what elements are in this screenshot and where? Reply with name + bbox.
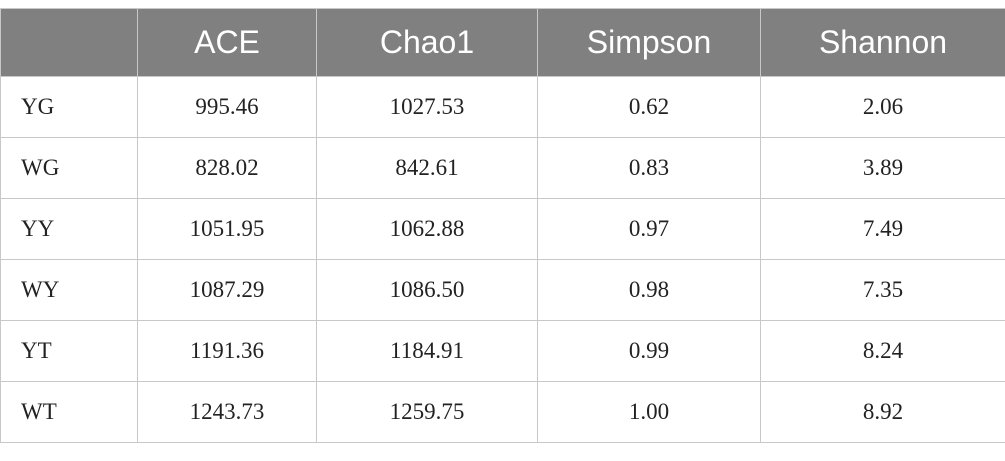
- table-row: YG 995.46 1027.53 0.62 2.06: [0, 76, 1005, 138]
- cell: 0.83: [537, 137, 761, 199]
- cell: 842.61: [316, 137, 538, 199]
- cell: 1191.36: [137, 320, 317, 382]
- cell: 0.62: [537, 76, 761, 138]
- cell: 1087.29: [137, 259, 317, 321]
- table-body: YG 995.46 1027.53 0.62 2.06 WG 828.02 842.61 0.8…: [0, 76, 1005, 443]
- row-label: WY: [0, 259, 138, 321]
- column-header: ACE: [137, 8, 317, 77]
- cell: 995.46: [137, 76, 317, 138]
- row-label: YY: [0, 198, 138, 260]
- header-row: ACE Chao1 Simpson Shannon: [0, 8, 1005, 77]
- cell: 1062.88: [316, 198, 538, 260]
- cell: 8.92: [760, 381, 1005, 443]
- row-label: YG: [0, 76, 138, 138]
- cell: 1243.73: [137, 381, 317, 443]
- cell: 1051.95: [137, 198, 317, 260]
- table-row: YT 1191.36 1184.91 0.99 8.24: [0, 320, 1005, 382]
- cell: 0.98: [537, 259, 761, 321]
- cell: 1184.91: [316, 320, 538, 382]
- cell: 1.00: [537, 381, 761, 443]
- table-row: YY 1051.95 1062.88 0.97 7.49: [0, 198, 1005, 260]
- cell: 1259.75: [316, 381, 538, 443]
- table-row: WY 1087.29 1086.50 0.98 7.35: [0, 259, 1005, 321]
- table-row: WG 828.02 842.61 0.83 3.89: [0, 137, 1005, 199]
- cell: 2.06: [760, 76, 1005, 138]
- cell: 1086.50: [316, 259, 538, 321]
- column-header: Shannon: [760, 8, 1005, 77]
- row-label: WG: [0, 137, 138, 199]
- corner-cell: [0, 8, 138, 77]
- table-head: ACE Chao1 Simpson Shannon: [0, 8, 1005, 77]
- cell: 8.24: [760, 320, 1005, 382]
- cell: 3.89: [760, 137, 1005, 199]
- row-label: YT: [0, 320, 138, 382]
- cell: 7.35: [760, 259, 1005, 321]
- data-table: ACE Chao1 Simpson Shannon YG 995.46 1027.53 0.…: [0, 8, 1005, 443]
- column-header: Simpson: [537, 8, 761, 77]
- table-row: WT 1243.73 1259.75 1.00 8.92: [0, 381, 1005, 443]
- row-label: WT: [0, 381, 138, 443]
- cell: 0.99: [537, 320, 761, 382]
- cell: 7.49: [760, 198, 1005, 260]
- column-header: Chao1: [316, 8, 538, 77]
- cell: 1027.53: [316, 76, 538, 138]
- cell: 0.97: [537, 198, 761, 260]
- cell: 828.02: [137, 137, 317, 199]
